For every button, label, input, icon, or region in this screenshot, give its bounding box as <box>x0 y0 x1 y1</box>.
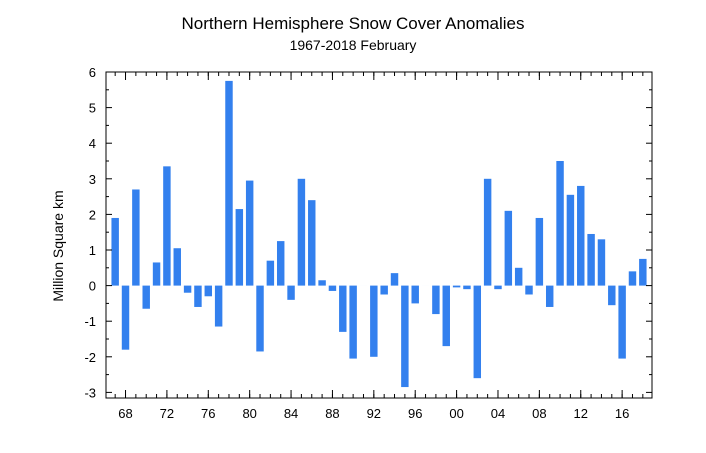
bar <box>318 280 326 286</box>
bar <box>163 166 171 286</box>
y-tick-label: 3 <box>89 172 96 187</box>
bar <box>245 180 254 286</box>
bar <box>121 285 130 350</box>
x-tick-label: 88 <box>325 406 339 421</box>
bar <box>504 210 513 286</box>
bar <box>132 189 140 286</box>
x-tick-label: 04 <box>491 406 505 421</box>
bar <box>370 285 378 357</box>
x-tick-label: 76 <box>201 406 215 421</box>
bar <box>463 285 471 290</box>
bar <box>401 285 409 388</box>
bar <box>235 209 244 286</box>
bar <box>545 285 554 307</box>
y-tick-label: -3 <box>84 385 96 400</box>
bar <box>452 285 461 288</box>
bar <box>577 185 585 286</box>
bar <box>266 260 275 286</box>
plot-frame <box>105 71 653 399</box>
bar <box>390 273 399 286</box>
bar <box>432 285 440 315</box>
x-tick-label: 08 <box>532 406 546 421</box>
bar <box>111 217 119 286</box>
chart-title: Northern Hemisphere Snow Cover Anomalies <box>181 14 525 33</box>
y-tick-label: 6 <box>89 65 96 80</box>
bar <box>608 285 616 306</box>
bar <box>535 217 544 286</box>
bar <box>204 285 213 297</box>
y-tick-label: 0 <box>89 279 96 294</box>
bar <box>173 248 181 286</box>
x-tick-label: 80 <box>242 406 256 421</box>
y-tick-label: -2 <box>84 350 96 365</box>
y-tick-label: -1 <box>84 314 96 329</box>
bar <box>483 178 492 286</box>
bar <box>556 161 564 286</box>
x-tick-label: 92 <box>367 406 381 421</box>
bar <box>587 233 595 286</box>
bar <box>194 285 202 307</box>
bar <box>494 285 502 290</box>
bar <box>442 285 450 347</box>
x-tick-label: 12 <box>574 406 588 421</box>
bar <box>339 285 347 332</box>
bar <box>276 241 285 286</box>
x-tick-label: 96 <box>408 406 422 421</box>
bar <box>380 285 388 295</box>
bar <box>514 267 523 286</box>
x-tick-label: 00 <box>449 406 463 421</box>
chart-subtitle: 1967-2018 February <box>289 37 417 53</box>
bar <box>308 200 316 286</box>
y-tick-label: 2 <box>89 207 96 222</box>
bar <box>411 285 419 304</box>
bar <box>597 239 606 286</box>
bar <box>566 194 575 286</box>
bar <box>349 285 357 359</box>
bar <box>328 285 337 291</box>
bar <box>183 285 192 293</box>
bar <box>473 285 482 379</box>
bar <box>297 178 306 286</box>
x-tick-label: 84 <box>284 406 298 421</box>
bar <box>225 80 233 286</box>
bar <box>214 285 223 327</box>
bar <box>639 258 647 286</box>
bar <box>142 285 150 309</box>
bar <box>256 285 264 352</box>
bar <box>525 285 533 295</box>
y-tick-label: 1 <box>89 243 96 258</box>
y-tick-label: 5 <box>89 101 96 116</box>
bar <box>618 285 626 359</box>
bar <box>152 262 161 286</box>
x-tick-label: 16 <box>615 406 629 421</box>
x-tick-label: 72 <box>160 406 174 421</box>
bar <box>287 285 295 300</box>
bar <box>628 271 637 286</box>
x-tick-label: 68 <box>118 406 132 421</box>
y-tick-label: 4 <box>89 136 96 151</box>
